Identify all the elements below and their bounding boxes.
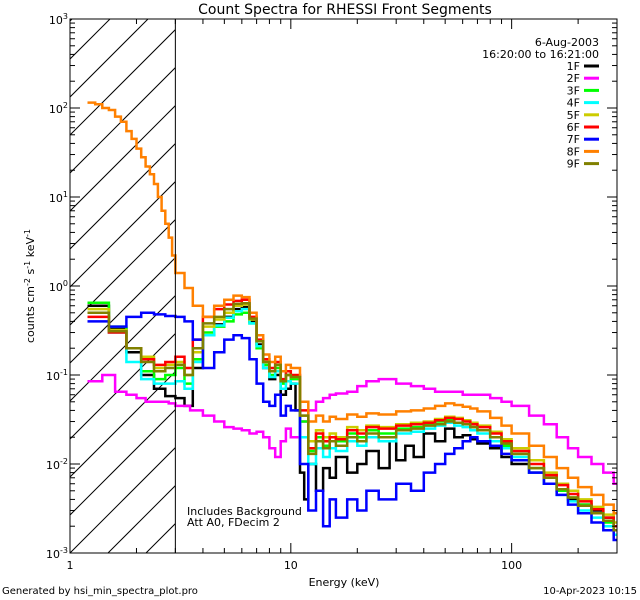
hatch-line <box>70 446 176 553</box>
legend-label-7F: 7F <box>567 133 580 146</box>
annotation-attenuator: Att A0, FDecim 2 <box>187 516 280 529</box>
y-tick-label: 103 <box>49 12 68 27</box>
legend-label-6F: 6F <box>567 121 580 134</box>
axis-ticks <box>69 18 618 554</box>
chart-title: Count Spectra for RHESSI Front Segments <box>198 2 492 18</box>
x-tick-label: 10 <box>284 559 298 572</box>
y-tick-label: 10-2 <box>46 457 68 472</box>
x-tick-label: 100 <box>501 559 522 572</box>
hatch-line <box>70 104 176 212</box>
y-tick-label: 10-3 <box>46 546 68 561</box>
series-9F <box>87 301 617 532</box>
hatch-line <box>70 66 176 174</box>
hatch-line <box>70 370 176 478</box>
x-tick-label: 1 <box>67 559 74 572</box>
y-tick-label: 10-1 <box>46 368 68 383</box>
y-axis-label: counts cm-2 s-1 keV-1 <box>23 229 37 343</box>
hatch-line <box>70 28 176 136</box>
time-range-label: 16:20:00 to 16:21:00 <box>482 48 599 61</box>
y-tick-label: 101 <box>49 190 68 205</box>
hatch-line <box>70 218 176 326</box>
legend-label-3F: 3F <box>567 84 580 97</box>
series-2F <box>87 373 617 485</box>
hatch-line <box>70 408 176 516</box>
legend-label-1F: 1F <box>567 60 580 73</box>
date-label: 6-Aug-2003 <box>535 36 599 49</box>
y-tick-label: 102 <box>49 101 68 116</box>
x-axis-label: Energy (keV) <box>309 576 380 589</box>
legend-label-9F: 9F <box>567 158 580 171</box>
legend-label-5F: 5F <box>567 109 580 122</box>
legend-label-8F: 8F <box>567 145 580 158</box>
y-tick-label: 100 <box>49 279 68 294</box>
legend-label-4F: 4F <box>567 97 580 110</box>
hatch-line <box>70 256 176 364</box>
footer-generated: Generated by hsi_min_spectra_plot.pro <box>2 586 198 597</box>
series-8F <box>87 101 617 515</box>
legend-label-2F: 2F <box>567 72 580 85</box>
footer-timestamp: 10-Apr-2023 10:15 <box>543 586 637 597</box>
annotation-background: Includes Background <box>187 505 302 518</box>
